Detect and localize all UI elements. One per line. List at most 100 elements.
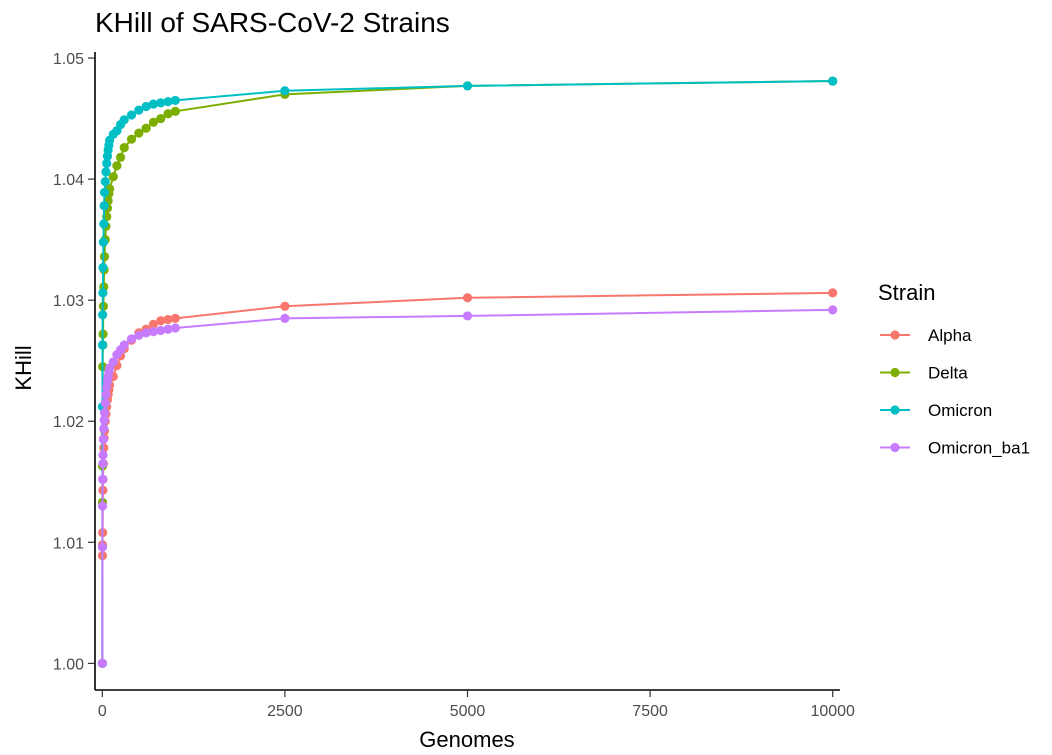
- data-point: [163, 97, 173, 107]
- data-point: [148, 327, 159, 337]
- data-point: [141, 123, 151, 133]
- series-layer: [97, 76, 838, 668]
- series-omicron: [97, 76, 838, 668]
- data-point: [98, 237, 108, 247]
- data-point: [99, 187, 110, 198]
- x-tick-label: 0: [98, 703, 107, 720]
- chart-title: KHill of SARS-CoV-2 Strains: [95, 7, 450, 38]
- data-point: [163, 109, 173, 119]
- data-point: [462, 293, 473, 303]
- data-point: [280, 301, 290, 311]
- x-axis-title: Genomes: [419, 727, 514, 752]
- data-point: [99, 201, 109, 211]
- data-point: [99, 423, 109, 434]
- y-tick-label: 1.02: [53, 414, 84, 431]
- x-tick-label: 2500: [267, 703, 303, 720]
- series-line: [101, 308, 833, 664]
- data-point: [115, 152, 126, 162]
- data-point: [280, 313, 290, 323]
- series-line: [101, 80, 833, 664]
- legend-key-point: [890, 367, 900, 378]
- legend-label: Alpha: [928, 326, 972, 345]
- data-point: [98, 262, 108, 273]
- data-point: [99, 252, 110, 262]
- data-point: [170, 106, 180, 116]
- data-point: [101, 167, 111, 177]
- data-point: [98, 474, 108, 484]
- legend-key-point: [890, 405, 900, 415]
- data-point: [462, 81, 473, 91]
- data-point: [108, 172, 118, 182]
- x-axis-ticks: 0 2500 5000 7500 10000: [98, 690, 855, 720]
- legend-label: Delta: [928, 364, 968, 383]
- data-point: [97, 542, 108, 552]
- series-line: [101, 291, 833, 664]
- legend-items: Alpha Delta Omicron Omicron_ba1: [880, 326, 1030, 458]
- data-point: [97, 658, 107, 668]
- data-point: [102, 158, 112, 168]
- series-omicron-ba1: [97, 305, 838, 668]
- data-point: [97, 501, 108, 511]
- legend-label: Omicron: [928, 401, 992, 420]
- data-point: [170, 95, 180, 106]
- data-point: [280, 86, 290, 96]
- data-point: [163, 314, 173, 325]
- data-point: [170, 323, 180, 333]
- data-point: [119, 143, 129, 153]
- legend-item-delta: Delta: [880, 364, 968, 383]
- data-point: [101, 390, 111, 400]
- data-point: [156, 98, 166, 108]
- plot-area: [97, 76, 838, 668]
- data-point: [98, 450, 108, 460]
- legend-item-omicron: Omicron: [880, 401, 992, 420]
- data-point: [98, 288, 108, 298]
- data-point: [148, 99, 159, 109]
- y-tick-label: 1.03: [53, 293, 84, 310]
- x-tick-label: 10000: [810, 703, 855, 720]
- data-point: [100, 398, 110, 408]
- data-point: [119, 340, 129, 350]
- data-point: [112, 161, 122, 171]
- data-point: [156, 316, 166, 326]
- data-point: [126, 110, 137, 120]
- y-axis-ticks: 1.00 1.01 1.02 1.03 1.04 1.05: [53, 51, 95, 673]
- data-point: [99, 408, 110, 418]
- data-point: [99, 415, 109, 425]
- data-point: [126, 334, 137, 344]
- y-tick-label: 1.00: [53, 656, 84, 673]
- data-point: [134, 330, 144, 340]
- data-point: [98, 434, 108, 444]
- data-point: [828, 76, 838, 86]
- data-point: [134, 128, 144, 138]
- legend-item-alpha: Alpha: [880, 326, 972, 345]
- x-tick-label: 5000: [450, 703, 486, 720]
- legend-key-point: [890, 442, 900, 453]
- data-point: [119, 115, 129, 125]
- y-axis-title: KHill: [11, 345, 36, 390]
- data-point: [148, 117, 159, 127]
- legend-label: Omicron_ba1: [928, 439, 1030, 458]
- x-tick-label: 7500: [632, 703, 668, 720]
- data-point: [134, 105, 144, 115]
- data-point: [462, 311, 473, 321]
- y-tick-label: 1.05: [53, 51, 84, 68]
- data-point: [98, 459, 108, 469]
- series-line: [101, 80, 833, 664]
- data-point: [828, 305, 838, 315]
- data-point: [108, 357, 118, 367]
- y-tick-label: 1.04: [53, 172, 84, 189]
- data-point: [97, 340, 108, 350]
- data-point: [141, 101, 151, 112]
- series-alpha: [97, 288, 838, 668]
- legend-key-point: [890, 330, 900, 340]
- data-point: [98, 310, 108, 320]
- legend-item-omicron-ba1: Omicron_ba1: [880, 439, 1030, 458]
- data-point: [156, 325, 166, 336]
- y-tick-label: 1.01: [53, 535, 84, 552]
- data-point: [99, 219, 109, 229]
- data-point: [126, 134, 137, 144]
- legend-title: Strain: [878, 280, 935, 305]
- data-point: [148, 319, 159, 329]
- series-delta: [97, 76, 838, 668]
